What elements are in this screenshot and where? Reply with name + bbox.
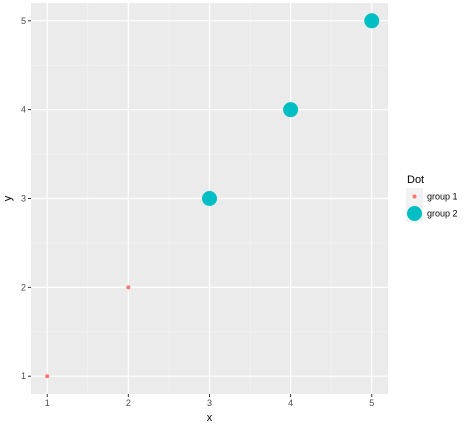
x-tick-label: 3 (207, 398, 212, 408)
data-point (283, 102, 299, 118)
x-tick-label: 4 (288, 398, 293, 408)
data-point (45, 374, 50, 379)
y-axis-ticks: 1 2 3 4 5 (21, 16, 31, 381)
legend: Dot group 1 group 2 (406, 174, 458, 222)
legend-label: group 2 (427, 209, 458, 219)
legend-label: group 1 (427, 192, 458, 202)
x-tick-label: 1 (45, 398, 50, 408)
data-point (364, 13, 380, 29)
data-points (45, 13, 380, 379)
y-axis-title: y (2, 195, 14, 201)
y-tick-label: 4 (21, 105, 26, 115)
x-tick-label: 5 (369, 398, 374, 408)
data-point (126, 285, 131, 290)
legend-swatch (412, 194, 417, 199)
legend-swatch (407, 206, 422, 221)
legend-items: group 1 group 2 (406, 188, 458, 222)
y-tick-label: 5 (21, 16, 26, 26)
y-tick-label: 2 (21, 282, 26, 292)
y-tick-label: 1 (21, 371, 26, 381)
legend-title: Dot (407, 174, 424, 186)
x-tick-label: 2 (126, 398, 131, 408)
y-tick-label: 3 (21, 194, 26, 204)
data-point (202, 191, 217, 206)
x-axis-ticks: 1 2 3 4 5 (45, 394, 374, 408)
x-axis-title: x (207, 412, 213, 424)
